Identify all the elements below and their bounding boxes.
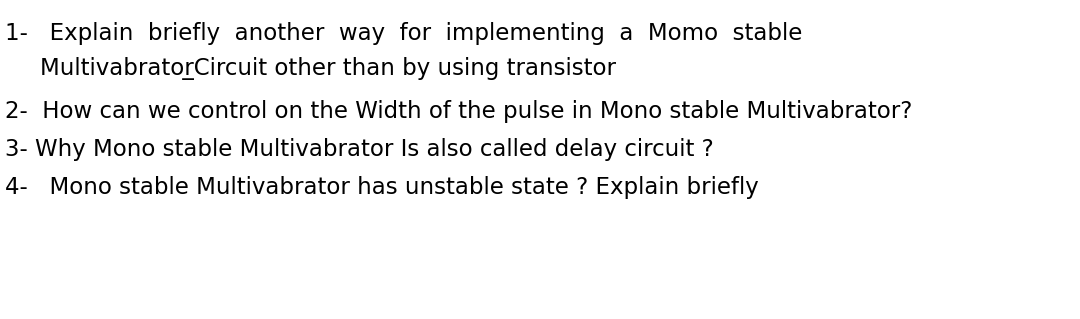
Text: 3- Why Mono stable Multivabrator Is also called delay circuit ?: 3- Why Mono stable Multivabrator Is also…: [5, 138, 714, 161]
Text: 1-   Explain  briefly  another  way  for  implementing  a  Momo  stable: 1- Explain briefly another way for imple…: [5, 22, 802, 45]
Text: 4-   Mono stable Multivabrator has unstable state ? Explain briefly: 4- Mono stable Multivabrator has unstabl…: [5, 176, 759, 199]
Text: Multivabrator̲Circuit other than by using transistor: Multivabrator̲Circuit other than by usin…: [40, 57, 616, 80]
Text: 2-  How can we control on the Width of the pulse in Mono stable Multivabrator?: 2- How can we control on the Width of th…: [5, 100, 913, 123]
